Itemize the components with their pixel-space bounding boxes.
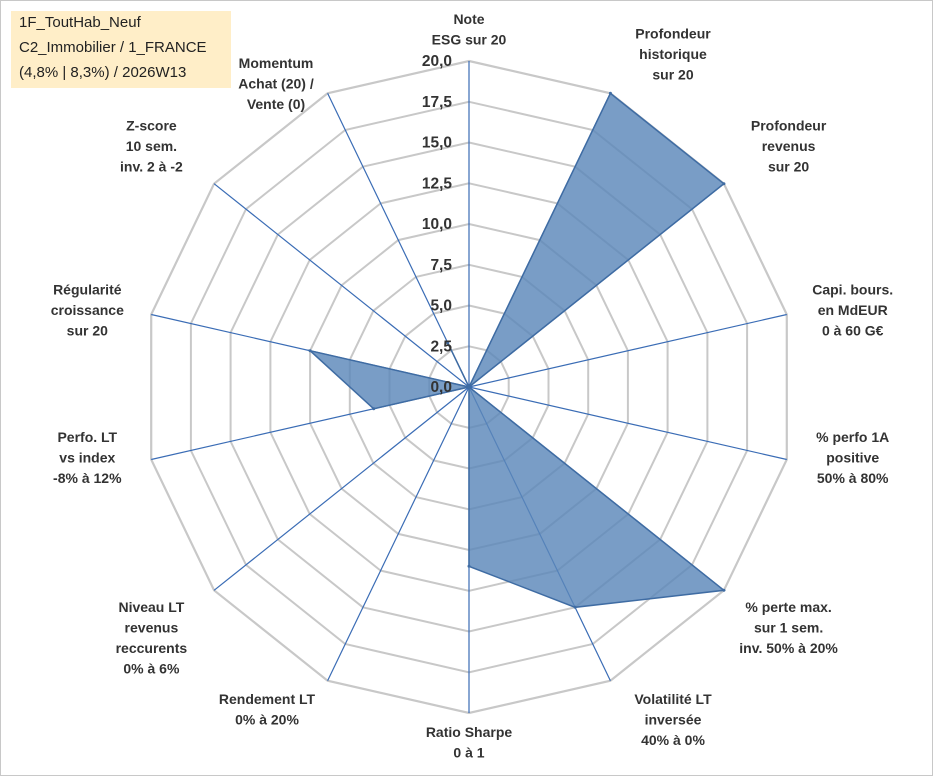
axis-spoke bbox=[213, 386, 470, 591]
data-point bbox=[608, 91, 612, 95]
tick-label: 17,5 bbox=[422, 94, 453, 111]
axis-label: Profondeur revenus sur 20 bbox=[751, 118, 827, 175]
tick-label: 2,5 bbox=[430, 338, 452, 355]
data-point bbox=[308, 349, 312, 353]
info-line-2: C2_Immobilier / 1_FRANCE bbox=[19, 39, 207, 56]
axis-label: Capi. bours. en MdEUR 0 à 60 G€ bbox=[812, 281, 893, 338]
axis-labels: Note ESG sur 20 Profondeur historique sur 20… bbox=[51, 11, 893, 761]
data-point bbox=[573, 605, 577, 609]
tick-labels: 0,0 2,5 5,0 7,5 10,0 12,5 15,0 17,5 20,0 bbox=[422, 53, 453, 396]
info-box: 1F_ToutHab_Neuf C2_Immobilier / 1_FRANCE… bbox=[11, 11, 231, 88]
data-point bbox=[372, 407, 376, 411]
axis-spoke bbox=[468, 386, 787, 461]
axis-label: % perte max. sur 1 sem. inv. 50% à 20% bbox=[739, 599, 838, 656]
data-point bbox=[467, 385, 471, 389]
tick-label: 5,0 bbox=[430, 298, 452, 315]
axis-label: Régularité croissance sur 20 bbox=[51, 281, 124, 338]
data-point bbox=[446, 341, 450, 345]
tick-label: 15,0 bbox=[422, 135, 452, 152]
axis-spoke bbox=[468, 313, 787, 388]
data-point bbox=[467, 564, 471, 568]
axis-label: Note ESG sur 20 bbox=[432, 11, 507, 48]
tick-label: 7,5 bbox=[430, 257, 452, 274]
axis-label: % perfo 1A positive 50% à 80% bbox=[816, 429, 889, 486]
tick-label: 12,5 bbox=[422, 175, 453, 192]
data-point bbox=[722, 182, 726, 186]
axis-label: Volatilité LT inversée 40% à 0% bbox=[634, 691, 712, 748]
axis-label: Z-score 10 sem. inv. 2 à -2 bbox=[120, 118, 183, 175]
axis-label: Momentum Achat (20) / Vente (0) bbox=[238, 55, 314, 112]
axis-label: Rendement LT 0% à 20% bbox=[219, 691, 316, 728]
axis-label: Ratio Sharpe 0 à 1 bbox=[426, 724, 513, 761]
data-point bbox=[722, 588, 726, 592]
series-layer bbox=[307, 91, 726, 609]
series-area bbox=[307, 92, 726, 609]
tick-label: 0,0 bbox=[430, 379, 452, 396]
axis-label: Perfo. LT vs index -8% à 12% bbox=[53, 429, 122, 486]
axis-spoke bbox=[327, 93, 470, 388]
axis-label: Niveau LT revenus reccurents 0% à 6% bbox=[116, 599, 188, 677]
axis-label: Profondeur historique sur 20 bbox=[635, 25, 711, 82]
tick-label: 20,0 bbox=[422, 53, 452, 70]
tick-label: 10,0 bbox=[422, 216, 452, 233]
info-line-1: 1F_ToutHab_Neuf bbox=[19, 14, 141, 31]
axis-spoke bbox=[327, 386, 470, 681]
info-line-3: (4,8% | 8,3%) / 2026W13 bbox=[19, 64, 187, 81]
axis-spoke bbox=[213, 183, 470, 388]
